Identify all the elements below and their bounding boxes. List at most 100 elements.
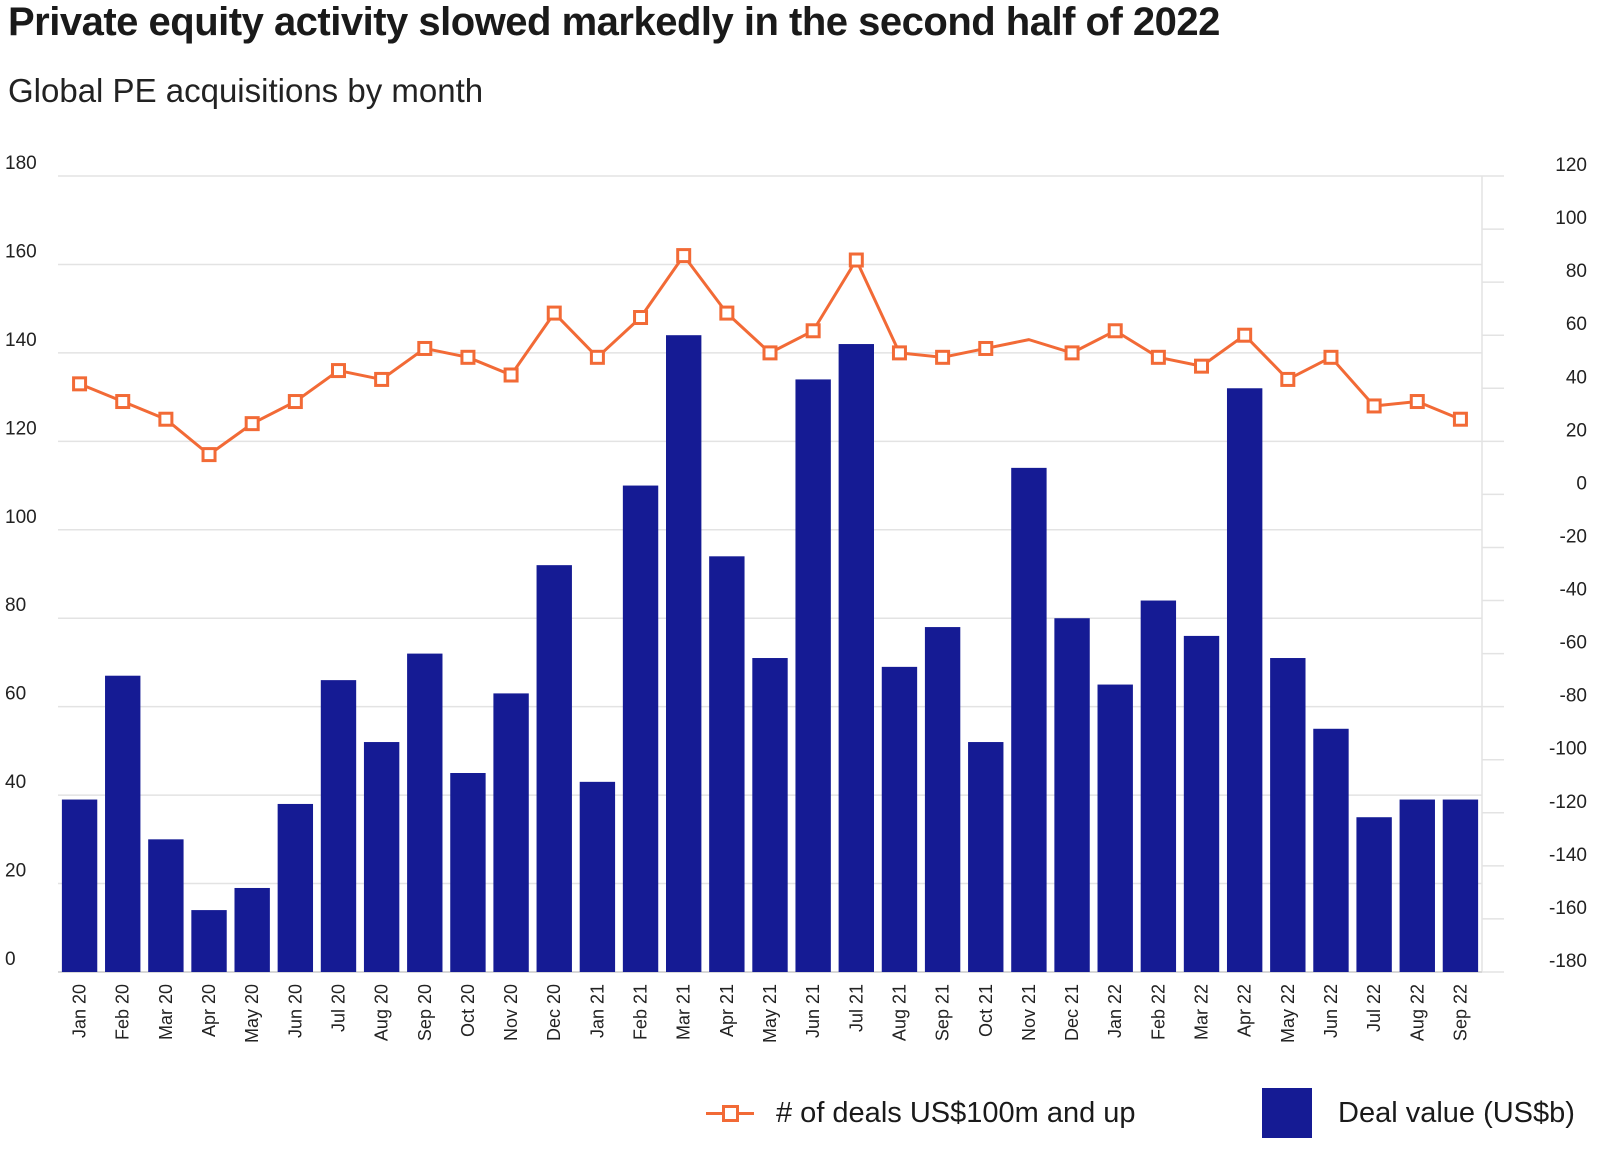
deals-point <box>1150 349 1166 365</box>
x-axis-tick-label: Jan 21 <box>587 984 607 1038</box>
bar <box>795 379 831 972</box>
deals-point <box>1366 398 1382 414</box>
deals-point <box>244 416 260 432</box>
deals-point <box>978 340 994 356</box>
deals-point <box>374 371 390 387</box>
bar <box>1054 618 1090 972</box>
bar <box>881 666 918 972</box>
x-axis-tick-label: Sep 20 <box>415 984 435 1041</box>
x-axis-tick-label: Oct 21 <box>976 984 996 1037</box>
deals-point <box>503 367 519 383</box>
x-axis-tick-label: Aug 20 <box>372 984 392 1041</box>
legend-item-deal-value: Deal value (US$b) <box>1262 1088 1575 1138</box>
x-axis-tick-label: Apr 21 <box>717 984 737 1037</box>
left-axis-tick-label: 60 <box>5 684 26 705</box>
left-axis-tick-label: 80 <box>5 595 26 616</box>
deals-point <box>1409 394 1425 410</box>
right-axis-tick-label: -100 <box>1549 739 1587 760</box>
right-axis-tick-label: 60 <box>1566 314 1587 335</box>
bar <box>1226 388 1263 972</box>
bar <box>1313 728 1349 972</box>
right-axis-tick-label: -120 <box>1549 792 1587 813</box>
deals-point <box>719 305 735 321</box>
bar <box>622 485 659 972</box>
right-axis-tick-label: -180 <box>1549 951 1587 972</box>
left-axis-tick-label: 160 <box>5 241 37 262</box>
left-axis-tick-label: 140 <box>5 330 37 351</box>
x-axis-tick-label: Apr 22 <box>1235 984 1255 1037</box>
bar <box>277 803 314 972</box>
deals-point <box>330 363 346 379</box>
x-axis-tick-label: Nov 20 <box>501 984 521 1041</box>
deals-point <box>1064 345 1080 361</box>
chart-canvas: 0 20 40 60 80 100 120 140 160 180 -180 -160 -140 -120… <box>5 153 1587 1043</box>
deals-point <box>1194 358 1210 374</box>
x-axis-tick-label: Dec 20 <box>544 984 564 1041</box>
right-axis-tick-label: -140 <box>1549 845 1587 866</box>
x-axis-tick-label: Aug 22 <box>1407 984 1427 1041</box>
bar <box>1270 658 1306 972</box>
bar <box>709 556 745 972</box>
left-axis-tick-label: 0 <box>5 949 16 970</box>
bar <box>1140 600 1177 972</box>
deals-point <box>1237 327 1253 343</box>
legend-label-deal-value: Deal value (US$b) <box>1338 1096 1575 1129</box>
right-axis-tick-label: -20 <box>1560 526 1587 547</box>
x-axis-tick-label: Jul 22 <box>1364 984 1384 1032</box>
right-axis-tick-label: 20 <box>1566 420 1587 441</box>
deals-point <box>287 394 303 410</box>
right-axis-tick-label: -160 <box>1549 898 1587 919</box>
x-axis-tick-label: Dec 21 <box>1062 984 1082 1041</box>
bar <box>320 680 357 972</box>
deals-point <box>1280 371 1296 387</box>
x-axis-tick-label: Mar 20 <box>156 984 176 1040</box>
x-axis-tick-label: Feb 20 <box>113 984 133 1040</box>
bar <box>1356 817 1392 972</box>
x-axis-tick-label: May 22 <box>1278 984 1298 1043</box>
x-axis-tick-label: May 20 <box>242 984 262 1043</box>
bar <box>579 781 616 972</box>
bar <box>61 799 98 972</box>
left-axis-tick-label: 40 <box>5 772 26 793</box>
right-axis-tick-label: 40 <box>1566 367 1587 388</box>
x-axis-tick-label: Jun 21 <box>803 984 823 1038</box>
left-axis-tick-label: 120 <box>5 418 37 439</box>
bar <box>363 742 400 972</box>
x-axis-tick-label: Feb 22 <box>1148 984 1168 1040</box>
right-axis-tick-label: 120 <box>1555 155 1587 176</box>
deals-point <box>417 340 433 356</box>
bar <box>1183 635 1220 972</box>
right-axis-tick-label: 100 <box>1555 208 1587 229</box>
deals-point <box>1452 411 1468 427</box>
x-axis-tick-label: Nov 21 <box>1019 984 1039 1041</box>
right-axis-tick-label: -80 <box>1560 686 1587 707</box>
x-axis-tick-label: Sep 21 <box>933 984 953 1041</box>
deals-point <box>633 310 649 326</box>
bar <box>148 839 184 972</box>
bar <box>666 335 702 972</box>
bar <box>407 653 443 972</box>
x-axis-tick-label: Oct 20 <box>458 984 478 1037</box>
legend-label-deals: # of deals US$100m and up <box>776 1096 1136 1129</box>
legend-line-marker-icon <box>706 1098 754 1128</box>
deals-point <box>891 345 907 361</box>
deals-point <box>158 411 174 427</box>
bar <box>968 742 1004 972</box>
bar <box>105 675 141 972</box>
bar-series <box>61 335 1479 972</box>
deals-point <box>546 305 562 321</box>
deals-point <box>805 323 821 339</box>
deals-point <box>72 376 88 392</box>
deals-point <box>1323 349 1339 365</box>
x-axis-tick-label: Mar 21 <box>674 984 694 1040</box>
deals-point <box>115 394 131 410</box>
x-axis-tick-label: Sep 22 <box>1450 984 1470 1041</box>
x-axis-tick-label: Jun 22 <box>1321 984 1341 1038</box>
bar <box>1097 684 1133 972</box>
x-axis-tick-label: Jun 20 <box>285 984 305 1038</box>
deals-point <box>1107 323 1123 339</box>
x-axis-tick-label: Apr 20 <box>199 984 219 1037</box>
right-axis-tick-label: 0 <box>1576 473 1587 494</box>
x-axis-tick-label: Aug 21 <box>889 984 909 1041</box>
bar <box>493 693 529 972</box>
